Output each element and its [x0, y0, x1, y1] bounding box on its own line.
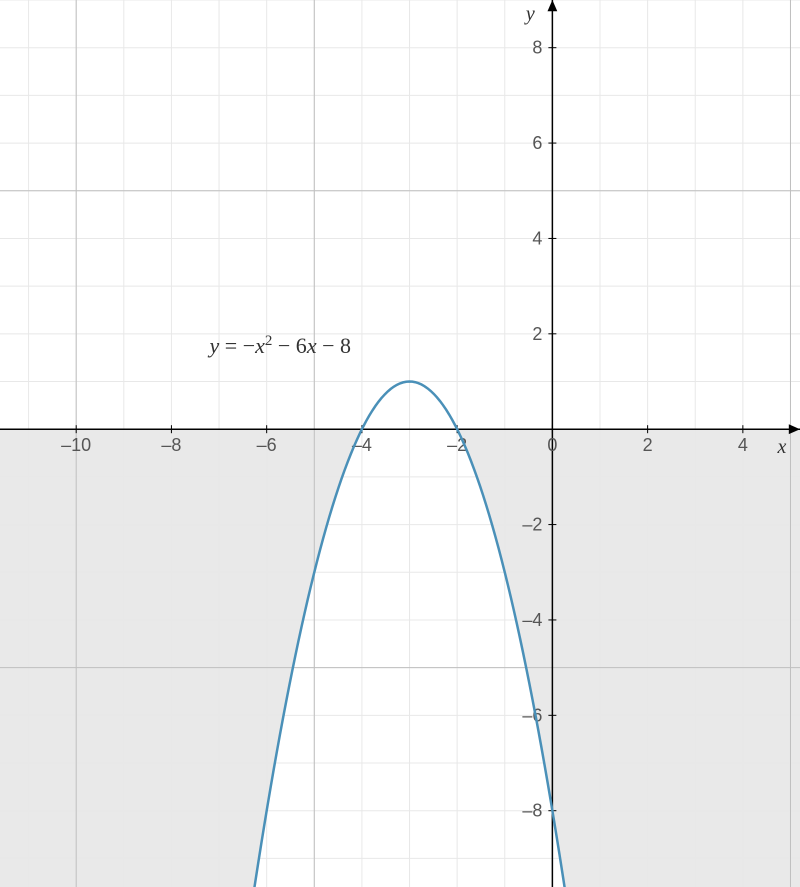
x-tick-label: 2 — [643, 435, 653, 455]
x-tick-label: –8 — [161, 435, 181, 455]
x-tick-label: –10 — [61, 435, 91, 455]
x-tick-label: –6 — [257, 435, 277, 455]
x-axis-label: x — [777, 436, 787, 458]
y-tick-label: 4 — [532, 228, 542, 248]
y-axis-label: y — [524, 3, 535, 25]
y-tick-label: 2 — [532, 324, 542, 344]
y-tick-label: 8 — [532, 38, 542, 58]
y-tick-label: –2 — [522, 515, 542, 535]
y-tick-label: –6 — [522, 705, 542, 725]
y-tick-label: –8 — [522, 801, 542, 821]
y-tick-label: –4 — [522, 610, 542, 630]
equation-label: y = −x2 − 6x − 8 — [208, 333, 351, 358]
parabola-chart: –10–8–6–4–2024–8–6–4–22468xyy = −x2 − 6x… — [0, 0, 800, 887]
y-tick-label: 6 — [532, 133, 542, 153]
x-tick-label: 4 — [738, 435, 748, 455]
x-tick-label: 0 — [547, 435, 557, 455]
